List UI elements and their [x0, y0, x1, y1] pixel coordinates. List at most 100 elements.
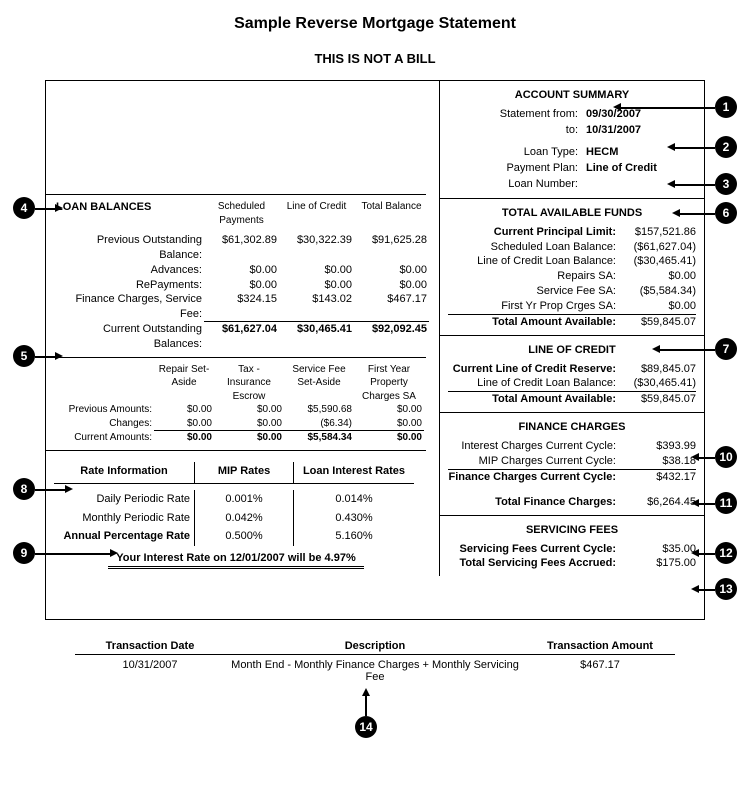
list-row-value: $0.00: [616, 269, 696, 284]
interest-note: Your Interest Rate on 12/01/2007 will be…: [84, 546, 388, 566]
trans-amount: $467.17: [525, 659, 675, 683]
list-row-label: Scheduled Loan Balance:: [448, 240, 616, 255]
lb-row-label: Advances:: [54, 263, 204, 278]
lb-row-c1: $324.15: [204, 292, 279, 322]
loan-number-label: Loan Number:: [448, 177, 578, 193]
lb-row-c1: $0.00: [204, 263, 279, 278]
account-summary-heading: ACCOUNT SUMMARY: [448, 86, 696, 107]
list-row-value: $0.00: [616, 299, 696, 315]
line-of-credit-section: LINE OF CREDIT Current Line of Credit Re…: [440, 336, 704, 414]
stmt-to-value: 10/31/2007: [578, 123, 696, 139]
lb-row-label: RePayments:: [54, 278, 204, 293]
trans-col2: Description: [225, 640, 525, 652]
list-row-label: Finance Charges Current Cycle:: [448, 470, 616, 485]
lb-col2: Line of Credit: [279, 200, 354, 227]
ri-row-c2: 0.014%: [294, 490, 414, 509]
list-row-value: ($30,465.41): [616, 376, 696, 392]
lb-row-label: Previous Outstanding Balance:: [54, 233, 204, 263]
list-row-label: Interest Charges Current Cycle:: [448, 439, 616, 454]
lb-row-c2: $30,322.39: [279, 233, 354, 263]
lb-row-c1: $61,627.04: [204, 322, 279, 352]
sf-heading: SERVICING FEES: [448, 521, 696, 542]
list-row-label: Repairs SA:: [448, 269, 616, 284]
set-asides-section: Repair Set-Aside Tax - Insurance Escrow …: [46, 358, 426, 451]
loan-type-label: Loan Type:: [448, 145, 578, 161]
sa-row-c3: $5,584.34: [284, 431, 354, 445]
lb-row-c2: $143.02: [279, 292, 354, 322]
list-row-label: Servicing Fees Current Cycle:: [448, 542, 616, 557]
ri-col2: Loan Interest Rates: [294, 462, 414, 485]
list-row-value: $38.18: [616, 454, 696, 470]
list-row-value: ($5,584.34): [616, 284, 696, 299]
list-row-value: $432.17: [616, 470, 696, 485]
document-title: Sample Reverse Mortgage Statement: [15, 15, 735, 33]
sa-row-c4: $0.00: [354, 417, 424, 432]
list-row-label: Current Line of Credit Reserve:: [448, 362, 616, 377]
statement-box: ACCOUNT SUMMARY Statement from:09/30/200…: [45, 80, 705, 620]
sa-row-c2: $0.00: [214, 417, 284, 432]
trans-desc: Month End - Monthly Finance Charges + Mo…: [225, 659, 525, 683]
callout-1: 1: [715, 96, 737, 118]
loan-balances-heading: LOAN BALANCES: [56, 200, 151, 215]
total-available-funds-section: TOTAL AVAILABLE FUNDS Current Principal …: [440, 199, 704, 336]
list-row-label: MIP Charges Current Cycle:: [448, 454, 616, 470]
sa-row-c1: $0.00: [154, 431, 214, 445]
sa-row-c1: $0.00: [154, 403, 214, 417]
callout-8: 8: [13, 478, 35, 500]
callout-7: 7: [715, 338, 737, 360]
right-column: ACCOUNT SUMMARY Statement from:09/30/200…: [439, 81, 704, 576]
list-row-label: Total Servicing Fees Accrued:: [448, 556, 616, 571]
list-row-value: $175.00: [616, 556, 696, 571]
ri-row-c1: 0.500%: [194, 527, 294, 546]
ri-row-c2: 0.430%: [294, 509, 414, 528]
lb-row-c3: $0.00: [354, 278, 429, 293]
statement-wrap: ACCOUNT SUMMARY Statement from:09/30/200…: [15, 80, 735, 683]
list-row-value: ($61,627.04): [616, 240, 696, 255]
list-row-label: First Yr Prop Crges SA:: [448, 299, 616, 315]
rate-info-section: Rate Information MIP Rates Loan Interest…: [46, 451, 426, 577]
ri-col1: MIP Rates: [194, 462, 294, 485]
sa-row-c4: $0.00: [354, 403, 424, 417]
list-row-value: $6,264.45: [616, 495, 696, 510]
lb-row-c3: $467.17: [354, 292, 429, 322]
ri-row-label: Annual Percentage Rate: [54, 527, 194, 546]
sa-row-c2: $0.00: [214, 431, 284, 445]
lb-row-c3: $0.00: [354, 263, 429, 278]
ri-row-label: Daily Periodic Rate: [54, 490, 194, 509]
sa-row-c1: $0.00: [154, 417, 214, 432]
sa-row-c2: $0.00: [214, 403, 284, 417]
list-row-value: $157,521.86: [616, 225, 696, 240]
document-subtitle: THIS IS NOT A BILL: [15, 51, 735, 66]
payment-plan-value: Line of Credit: [578, 161, 696, 177]
trans-col1: Transaction Date: [75, 640, 225, 652]
lb-row-label: Current Outstanding Balances:: [54, 322, 204, 352]
sa-row-c3: $5,590.68: [284, 403, 354, 417]
callout-4: 4: [13, 197, 35, 219]
callout-10: 10: [715, 446, 737, 468]
list-row-label: Line of Credit Loan Balance:: [448, 254, 616, 269]
sa-row-label: Previous Amounts:: [54, 403, 154, 417]
callout-3: 3: [715, 173, 737, 195]
lb-row-c3: $91,625.28: [354, 233, 429, 263]
lb-row-label: Finance Charges, Service Fee:: [54, 292, 204, 322]
callout-11: 11: [715, 492, 737, 514]
list-row-label: Current Principal Limit:: [448, 225, 616, 240]
trans-col3: Transaction Amount: [525, 640, 675, 652]
sa-col1: Repair Set-Aside: [154, 363, 214, 404]
list-row-value: $35.00: [616, 542, 696, 557]
sa-col2: Tax - Insurance Escrow: [214, 363, 284, 404]
callout-13: 13: [715, 578, 737, 600]
list-row-value: ($30,465.41): [616, 254, 696, 269]
stmt-to-label: to:: [448, 123, 578, 139]
sa-col4: First Year Property Charges SA: [354, 363, 424, 404]
callout-2: 2: [715, 136, 737, 158]
list-row-label: Total Finance Charges:: [448, 495, 616, 510]
lb-col3: Total Balance: [354, 200, 429, 227]
list-row-value: $59,845.07: [616, 315, 696, 330]
callout-12: 12: [715, 542, 737, 564]
list-row-value: $59,845.07: [616, 392, 696, 407]
sa-row-c4: $0.00: [354, 431, 424, 445]
lb-row-c1: $61,302.89: [204, 233, 279, 263]
payment-plan-label: Payment Plan:: [448, 161, 578, 177]
funds-heading: TOTAL AVAILABLE FUNDS: [448, 204, 696, 225]
